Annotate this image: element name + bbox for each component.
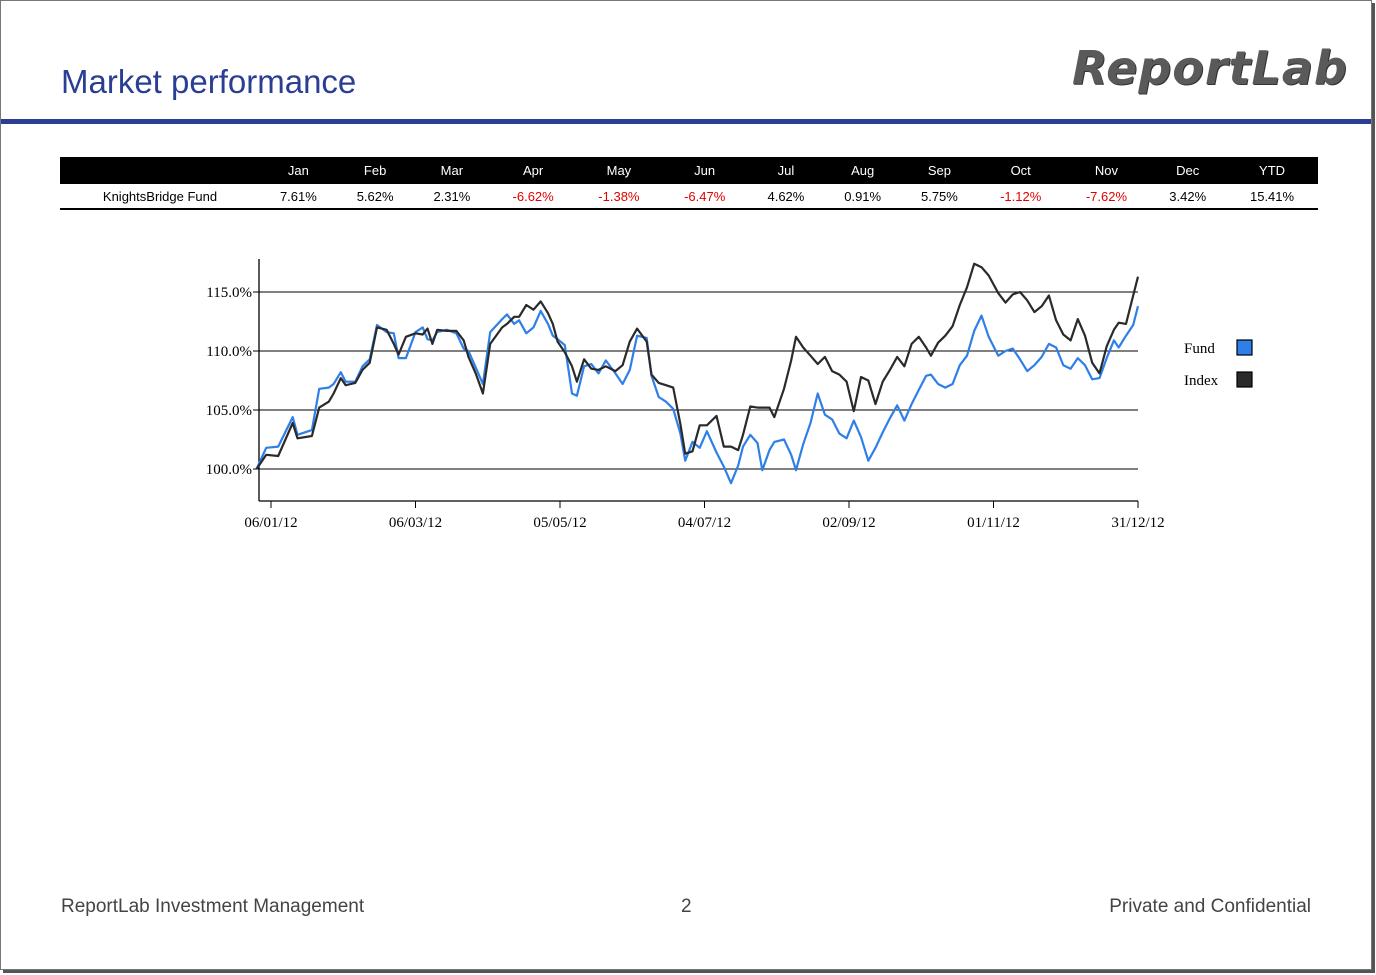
- reportlab-logo: ReportLab: [1072, 41, 1348, 95]
- y-tick-label: 105.0%: [206, 403, 252, 419]
- legend-label-fund: Fund: [1184, 341, 1215, 357]
- column-header-jun: Jun: [694, 163, 716, 178]
- fund-name-cell: KnightsBridge Fund: [60, 184, 260, 210]
- column-header-apr: Apr: [523, 163, 544, 178]
- column-header-dec: Dec: [1176, 163, 1200, 178]
- x-tick-label: 04/07/12: [678, 515, 731, 531]
- y-tick-label: 115.0%: [206, 285, 252, 301]
- series-line-index: [255, 262, 1140, 470]
- x-tick-label: 05/05/12: [533, 515, 586, 531]
- column-header-aug: Aug: [851, 163, 875, 178]
- return-cell-dec: 3.42%: [1149, 184, 1227, 210]
- table-body: KnightsBridge Fund 7.61% 5.62% 2.31% -6.62% -…: [60, 184, 1318, 210]
- legend: Fund Index: [1184, 339, 1253, 389]
- x-tick-label: 02/09/12: [822, 515, 875, 531]
- footer-confidentiality: Private and Confidential: [1109, 896, 1311, 917]
- return-cell-mar: 2.31%: [413, 184, 491, 210]
- footer-page-number: 2: [681, 896, 692, 917]
- legend-swatch-fund: [1236, 339, 1253, 356]
- page-title: Market performance: [61, 63, 357, 100]
- table-row: KnightsBridge Fund 7.61% 5.62% 2.31% -6.62% -…: [60, 184, 1318, 210]
- footer-company: ReportLab Investment Management: [61, 896, 365, 917]
- return-cell-jan: 7.61%: [260, 184, 337, 210]
- column-header-feb: Feb: [363, 163, 387, 178]
- return-cell-sep: 5.75%: [901, 184, 978, 210]
- return-cell-oct: -1.12%: [977, 184, 1064, 210]
- return-cell-ytd: 15.41%: [1226, 184, 1318, 210]
- return-cell-aug: 0.91%: [824, 184, 902, 210]
- y-tick-label: 100.0%: [206, 462, 252, 478]
- return-cell-jul: 4.62%: [747, 184, 825, 210]
- y-tick-label: 110.0%: [206, 344, 252, 360]
- x-tick-label: 01/11/12: [967, 515, 1020, 531]
- column-header-ytd: YTD: [1259, 163, 1286, 178]
- column-header-nov: Nov: [1094, 163, 1118, 178]
- grid-lines: [259, 291, 1138, 470]
- return-cell-jun: -6.47%: [661, 184, 748, 210]
- column-header-sep: Sep: [927, 163, 951, 178]
- axes: 100.0% 105.0% 110.0% 115.0% 06/01/12 06/03/12…: [206, 259, 1165, 531]
- header-divider: [1, 119, 1371, 124]
- series-lines: [255, 262, 1140, 485]
- column-header-jul: Jul: [777, 163, 795, 178]
- legend-swatch-index: [1236, 371, 1253, 388]
- return-cell-nov: -7.62%: [1063, 184, 1150, 210]
- column-header-mar: Mar: [440, 163, 464, 178]
- return-cell-apr: -6.62%: [490, 184, 577, 210]
- column-header-oct: Oct: [1010, 163, 1031, 178]
- return-cell-may: -1.38%: [576, 184, 662, 210]
- table-header-row: Jan Feb Mar Apr May Jun Jul Aug Sep Oct Nov Dec YTD: [60, 157, 1318, 184]
- performance-table: Jan Feb Mar Apr May Jun Jul Aug Sep Oct Nov Dec YTD …: [60, 157, 1318, 210]
- x-tick-label: 06/01/12: [244, 515, 297, 531]
- x-tick-label: 31/12/12: [1111, 515, 1164, 531]
- column-header-may: May: [606, 163, 632, 178]
- return-cell-feb: 5.62%: [336, 184, 414, 210]
- legend-label-index: Index: [1184, 373, 1219, 389]
- x-tick-label: 06/03/12: [389, 515, 442, 531]
- column-header-jan: Jan: [287, 163, 309, 178]
